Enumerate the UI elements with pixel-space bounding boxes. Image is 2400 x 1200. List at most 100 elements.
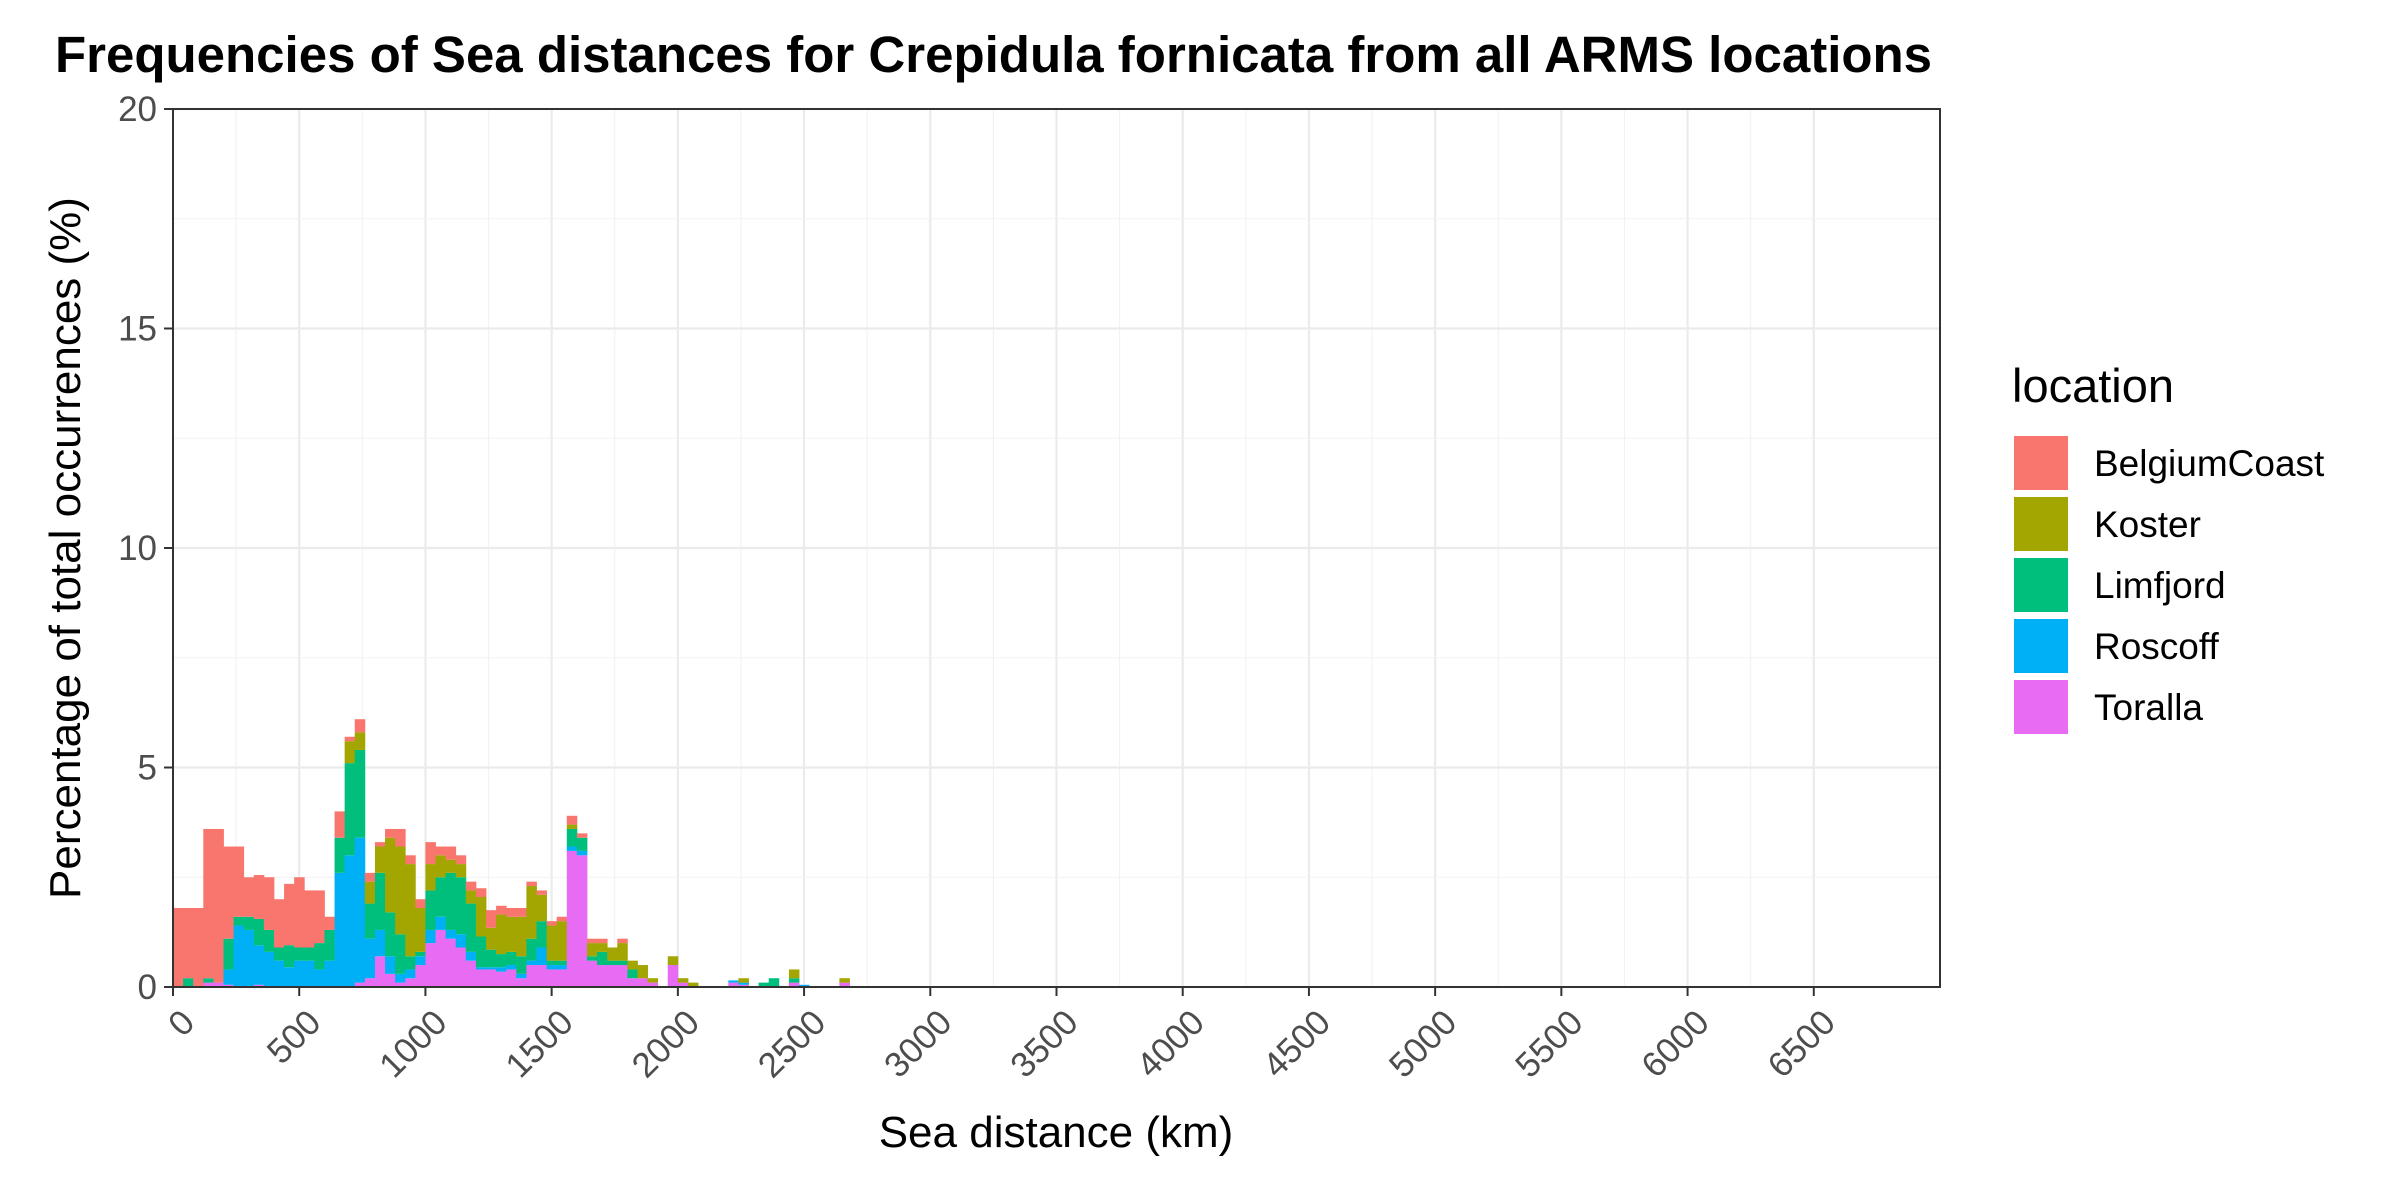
- bar-segment-toralla: [374, 956, 386, 987]
- bar-segment-toralla: [506, 969, 517, 987]
- bar-segment-roscoff: [496, 967, 507, 972]
- bar-segment-koster: [687, 982, 699, 987]
- y-tick-label: 5: [138, 749, 157, 788]
- bar-segment-limfjord: [354, 749, 366, 838]
- bar-segment-koster: [506, 916, 517, 952]
- bar-segment-koster: [374, 846, 386, 873]
- bar-segment-limfjord: [566, 828, 578, 847]
- bar-segment-roscoff: [475, 967, 487, 970]
- bar-segment-limfjord: [374, 872, 386, 930]
- bar-segment-toralla: [455, 947, 467, 987]
- bar-segment-belgiumcoast: [263, 877, 275, 930]
- bar-segment-roscoff: [354, 837, 366, 983]
- x-axis-title: Sea distance (km): [879, 1108, 1234, 1157]
- bar-segment-roscoff: [566, 846, 578, 851]
- bar-segment-koster: [395, 846, 406, 935]
- bar-segment-belgiumcoast: [354, 719, 366, 733]
- bar-segment-limfjord: [364, 903, 376, 939]
- legend-swatch-limfjord: [2014, 558, 2068, 612]
- bar-segment-belgiumcoast: [324, 916, 335, 930]
- bar-segment-toralla: [607, 965, 618, 987]
- bar-segment-toralla: [627, 978, 638, 987]
- bar-segment-toralla: [597, 965, 608, 987]
- bar-segment-belgiumcoast: [243, 877, 255, 917]
- bar-segment-roscoff: [405, 969, 416, 979]
- y-tick-label: 15: [118, 310, 157, 349]
- bar-segment-koster: [364, 881, 376, 904]
- bar-segment-roscoff: [546, 965, 558, 970]
- bar-segment-toralla: [486, 969, 497, 987]
- bar-segment-roscoff: [253, 945, 265, 985]
- bar-segment-koster: [435, 855, 447, 878]
- bar-segment-limfjord: [465, 903, 477, 952]
- chart-title: Frequencies of Sea distances for Crepidu…: [55, 26, 1932, 83]
- bar-segment-roscoff: [273, 960, 285, 987]
- bar-segment-belgiumcoast: [597, 938, 608, 944]
- bar-segment-belgiumcoast: [294, 877, 305, 948]
- bar-segment-koster: [566, 824, 578, 829]
- bar-segment-roscoff: [536, 947, 547, 966]
- bar-segment-roscoff: [324, 960, 335, 987]
- bar-segment-toralla: [425, 943, 436, 987]
- bar-segment-limfjord: [475, 936, 487, 968]
- bar-segment-limfjord: [506, 951, 517, 966]
- bar-segment-belgiumcoast: [516, 907, 527, 917]
- legend-label-limfjord: Limfjord: [2094, 565, 2226, 606]
- bar-segment-koster: [586, 943, 598, 957]
- bar-segment-belgiumcoast: [314, 890, 325, 944]
- bar-segment-belgiumcoast: [344, 736, 356, 742]
- bar-segment-toralla: [395, 982, 406, 987]
- bar-segment-limfjord: [294, 947, 305, 961]
- bar-segment-belgiumcoast: [304, 890, 315, 948]
- bar-segment-roscoff: [556, 965, 568, 970]
- y-tick-label: 10: [118, 529, 157, 568]
- bar-segment-limfjord: [607, 960, 618, 966]
- bar-segment-limfjord: [627, 969, 638, 979]
- bar-segment-limfjord: [203, 978, 214, 983]
- bar-segment-belgiumcoast: [273, 899, 285, 948]
- bar-segment-toralla: [445, 938, 457, 987]
- bar-segment-roscoff: [314, 969, 325, 987]
- bar-segment-limfjord: [273, 947, 285, 961]
- bar-segment-limfjord: [546, 960, 558, 966]
- legend-swatch-toralla: [2014, 680, 2068, 734]
- bar-segment-koster: [597, 943, 608, 952]
- legend-swatch-roscoff: [2014, 619, 2068, 673]
- bar-segment-belgiumcoast: [213, 828, 224, 983]
- bar-segment-koster: [546, 925, 558, 961]
- bar-segment-roscoff: [415, 956, 426, 966]
- bar-segment-limfjord: [233, 916, 245, 926]
- bar-segment-limfjord: [253, 918, 265, 946]
- bar-segment-toralla: [576, 855, 588, 987]
- bar-segment-toralla: [556, 969, 568, 987]
- bar-segment-belgiumcoast: [284, 883, 295, 946]
- bar-segment-belgiumcoast: [405, 855, 416, 865]
- bar-segment-belgiumcoast: [415, 899, 426, 908]
- bar-segment-limfjord: [576, 837, 588, 851]
- bar-segment-toralla: [435, 929, 447, 987]
- bar-segment-roscoff: [506, 965, 517, 970]
- bar-segment-belgiumcoast: [203, 828, 214, 979]
- bar-segment-belgiumcoast: [576, 833, 588, 838]
- bar-segment-belgiumcoast: [395, 828, 406, 847]
- bar-segment-limfjord: [263, 929, 275, 952]
- bar-segment-roscoff: [344, 855, 356, 987]
- bar-segment-koster: [667, 956, 679, 966]
- bar-segment-roscoff: [243, 929, 255, 987]
- bar-segment-roscoff: [304, 960, 315, 987]
- bar-segment-roscoff: [263, 951, 275, 987]
- bar-segment-belgiumcoast: [364, 872, 376, 882]
- legend-label-roscoff: Roscoff: [2094, 626, 2219, 667]
- bar-segment-limfjord: [496, 954, 507, 968]
- bar-segment-belgiumcoast: [193, 907, 204, 987]
- bar-segment-limfjord: [243, 916, 255, 930]
- bar-segment-toralla: [223, 984, 234, 987]
- bar-segment-roscoff: [425, 929, 436, 944]
- bar-segment-belgiumcoast: [586, 938, 598, 944]
- bar-segment-toralla: [647, 982, 659, 987]
- bar-segment-toralla: [526, 965, 537, 987]
- bar-segment-koster: [344, 741, 356, 764]
- bar-segment-toralla: [465, 960, 477, 987]
- bar-segment-belgiumcoast: [526, 881, 537, 887]
